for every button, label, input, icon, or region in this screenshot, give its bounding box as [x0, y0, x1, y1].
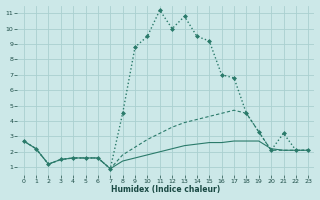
- X-axis label: Humidex (Indice chaleur): Humidex (Indice chaleur): [111, 185, 220, 194]
